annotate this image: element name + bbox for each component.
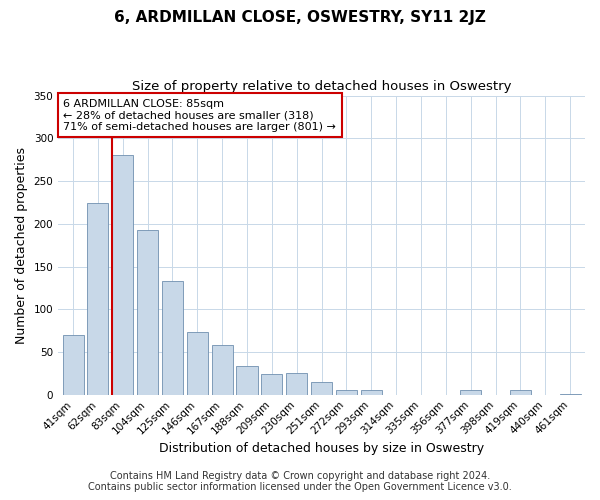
Title: Size of property relative to detached houses in Oswestry: Size of property relative to detached ho… — [132, 80, 511, 93]
Bar — [286, 374, 307, 394]
Bar — [460, 390, 481, 394]
Bar — [137, 230, 158, 394]
Bar — [336, 390, 357, 394]
Y-axis label: Number of detached properties: Number of detached properties — [15, 146, 28, 344]
Bar — [88, 204, 109, 394]
Bar — [187, 332, 208, 394]
Text: 6 ARDMILLAN CLOSE: 85sqm
← 28% of detached houses are smaller (318)
71% of semi-: 6 ARDMILLAN CLOSE: 85sqm ← 28% of detach… — [64, 98, 337, 132]
Text: 6, ARDMILLAN CLOSE, OSWESTRY, SY11 2JZ: 6, ARDMILLAN CLOSE, OSWESTRY, SY11 2JZ — [114, 10, 486, 25]
Text: Contains HM Land Registry data © Crown copyright and database right 2024.
Contai: Contains HM Land Registry data © Crown c… — [88, 471, 512, 492]
Bar — [112, 156, 133, 394]
Bar — [62, 335, 83, 394]
Bar — [236, 366, 257, 394]
Bar — [510, 390, 531, 394]
Bar — [361, 390, 382, 394]
X-axis label: Distribution of detached houses by size in Oswestry: Distribution of detached houses by size … — [159, 442, 484, 455]
Bar — [262, 374, 283, 394]
Bar — [162, 281, 183, 394]
Bar — [212, 345, 233, 395]
Bar — [311, 382, 332, 394]
